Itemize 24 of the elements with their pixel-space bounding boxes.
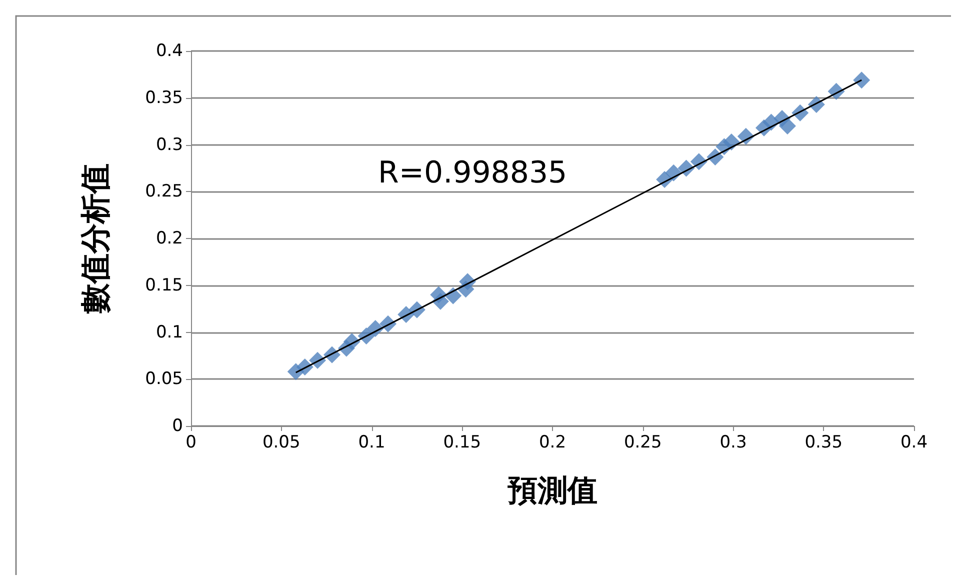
y-tick-label: 0.3 bbox=[156, 134, 183, 155]
x-tick-label: 0.05 bbox=[262, 432, 300, 452]
annotation: R=0.998835 bbox=[378, 156, 568, 190]
x-tick-label: 0.25 bbox=[624, 432, 662, 452]
x-tick-label: 0 bbox=[186, 432, 196, 452]
y-tick-label: 0.15 bbox=[145, 275, 183, 296]
y-tick-label: 0.4 bbox=[156, 41, 183, 61]
x-tick-label: 0.2 bbox=[538, 432, 566, 452]
point bbox=[778, 118, 796, 134]
x-tick-label: 0.3 bbox=[720, 432, 747, 452]
y-axis-title: 數值分析值 bbox=[78, 164, 114, 314]
x-tick-label: 0.1 bbox=[358, 432, 386, 452]
point bbox=[853, 72, 870, 89]
y-tick-label: 0.1 bbox=[156, 322, 183, 342]
x-tick-label: 0.4 bbox=[900, 432, 928, 452]
point bbox=[722, 133, 740, 150]
y-tick-label: 0 bbox=[172, 416, 183, 436]
y-tick-label: 0.2 bbox=[156, 228, 183, 248]
y-tick-label: 0.35 bbox=[145, 88, 183, 108]
x-tick-label: 0.35 bbox=[804, 432, 843, 452]
x-axis-title: 預測值 bbox=[508, 474, 598, 508]
y-tick-label: 0.05 bbox=[145, 369, 183, 390]
x-tick-label: 0.15 bbox=[443, 432, 482, 452]
y-tick-label: 0.25 bbox=[145, 182, 183, 202]
